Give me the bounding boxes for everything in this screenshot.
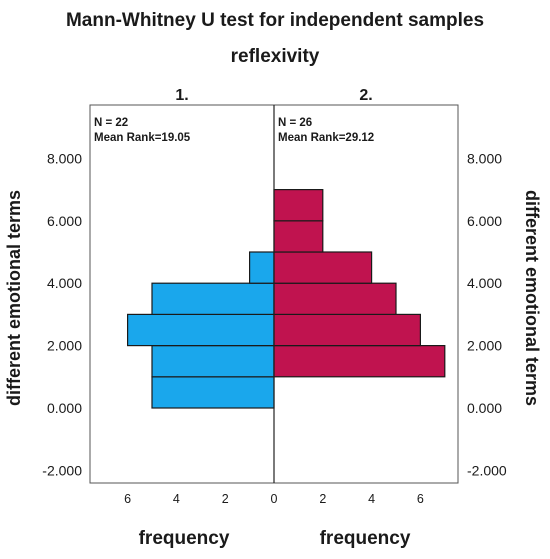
x-axis-label-left: frequency <box>139 528 230 549</box>
histogram-bar-group-1-3 <box>151 282 275 316</box>
histogram-bar-group-2-5 <box>273 189 324 222</box>
histogram-bar-group-2-2 <box>273 282 397 316</box>
y-axis-label-left: different emotional terms <box>4 190 24 406</box>
chart-title: Mann-Whitney U test for independent samp… <box>65 10 485 31</box>
x-tick-left-2: 2 <box>222 492 229 506</box>
x-tick-right-0: 2 <box>319 492 326 506</box>
histogram-bar-group-2-4 <box>273 220 324 253</box>
histogram-bar-group-1-0 <box>151 376 275 409</box>
histogram-bar-group-2-0 <box>273 345 446 378</box>
histogram-bar-group-2-1 <box>273 313 421 347</box>
chart-subtitle: reflexivity <box>230 46 320 67</box>
y-tick-left-4: 0.000 <box>47 400 82 416</box>
group-2-bars <box>273 189 446 378</box>
y-tick-right-5: -2.000 <box>467 462 507 478</box>
histogram-bar-group-2-3 <box>273 251 373 284</box>
y-tick-left-5: -2.000 <box>42 462 82 478</box>
y-tick-right-3: 2.000 <box>467 338 502 354</box>
x-tick-left-0: 6 <box>124 492 131 506</box>
group-2-label: 2. <box>359 87 372 104</box>
y-tick-left-2: 4.000 <box>47 275 82 291</box>
y-tick-left-0: 8.000 <box>47 150 82 166</box>
y-tick-right-4: 0.000 <box>467 400 502 416</box>
y-tick-left-1: 6.000 <box>47 213 82 229</box>
x-tick-right-1: 4 <box>368 492 375 506</box>
y-tick-left-3: 2.000 <box>47 338 82 354</box>
x-tick-left-1: 4 <box>173 492 180 506</box>
group-2-n-label: N = 26 <box>278 117 312 129</box>
x-tick-labels: 6 4 2 0 2 4 6 <box>124 492 424 506</box>
y-tick-labels: 8.000 8.000 6.000 6.000 4.000 4.000 2.000 2.000… <box>42 150 507 478</box>
histogram-bar-group-1-4 <box>249 251 275 284</box>
histogram-bar-group-1-1 <box>151 345 275 378</box>
y-axis-label-right: different emotional terms <box>522 190 542 406</box>
y-tick-right-2: 4.000 <box>467 275 502 291</box>
x-tick-left-3: 0 <box>271 492 278 506</box>
group-1-bars <box>126 251 275 409</box>
y-tick-right-0: 8.000 <box>467 150 502 166</box>
x-axis-label-right: frequency <box>320 528 411 549</box>
group-1-mean-rank-label: Mean Rank=19.05 <box>94 132 191 144</box>
group-1-n-label: N = 22 <box>94 117 128 129</box>
x-tick-right-2: 6 <box>417 492 424 506</box>
group-2-mean-rank-label: Mean Rank=29.12 <box>278 132 374 144</box>
group-1-label: 1. <box>175 87 188 104</box>
histogram-bar-group-1-2 <box>126 313 275 347</box>
y-tick-right-1: 6.000 <box>467 213 502 229</box>
